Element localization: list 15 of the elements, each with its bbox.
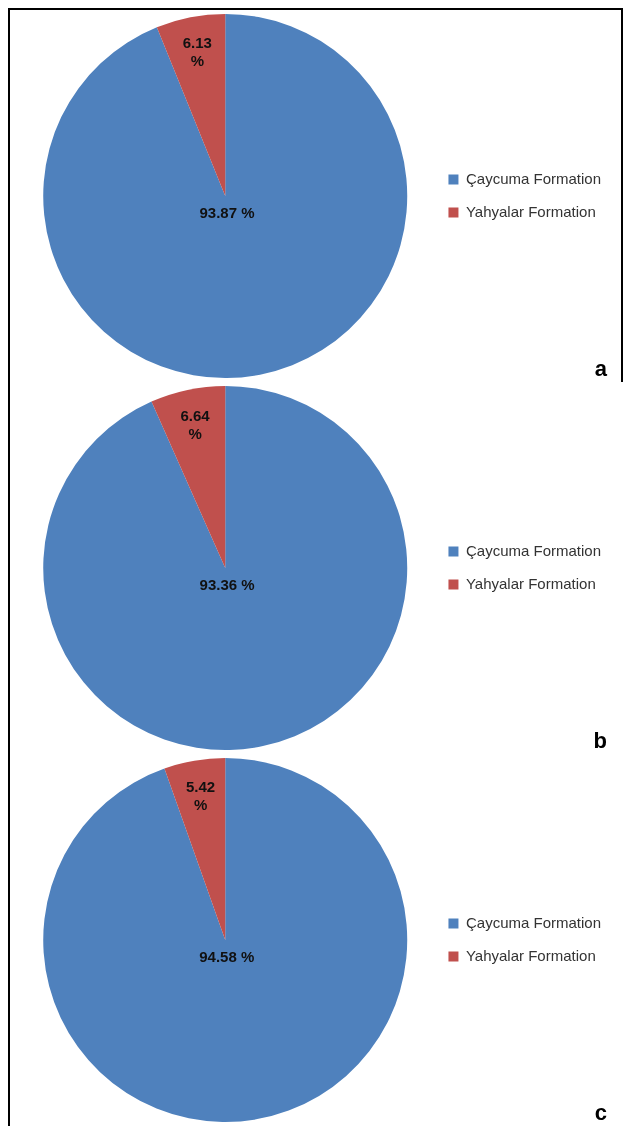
data-label: 94.58 % [199, 948, 255, 966]
text: b [593, 728, 607, 754]
legend-label: Çaycuma Formation [465, 913, 601, 931]
legend-label: Çaycuma Formation [465, 169, 601, 187]
legend-label: Çaycuma Formation [465, 541, 601, 559]
legend-label: Yahyalar Formation [465, 574, 596, 592]
text: c [594, 1100, 607, 1126]
data-label: 6.64 % [180, 406, 211, 442]
legend-label: Yahyalar Formation [465, 202, 596, 220]
data-label: 5.42 % [185, 777, 216, 813]
data-label: 6.13 % [182, 34, 212, 70]
legend-label: Yahyalar Formation [465, 946, 596, 964]
text: a [594, 356, 607, 382]
data-label: 93.36 % [199, 576, 255, 594]
data-label: 93.87 % [199, 204, 255, 222]
